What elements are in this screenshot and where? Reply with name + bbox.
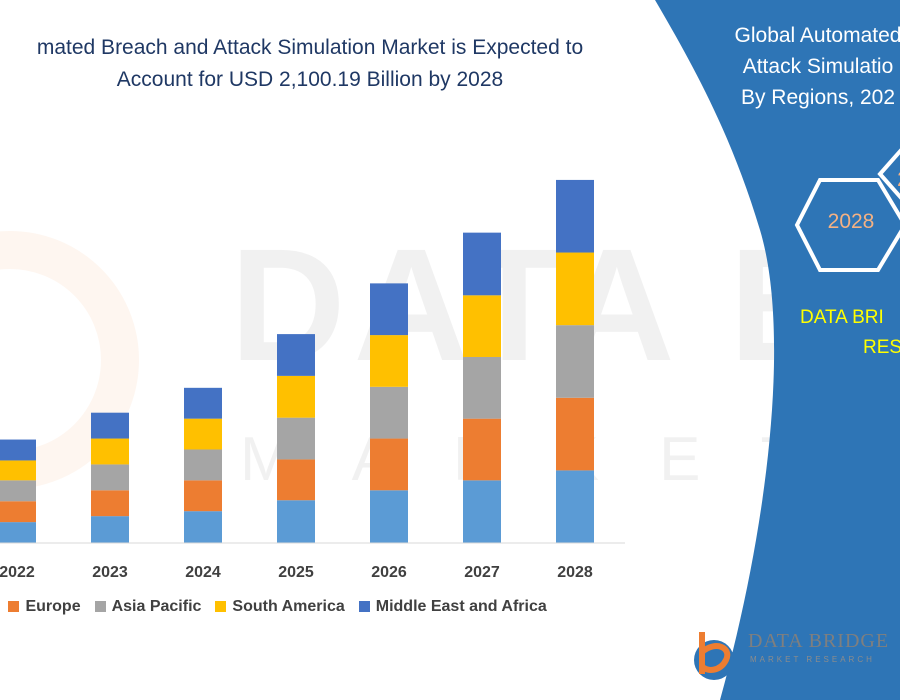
bar-segment-2023-3	[91, 464, 129, 491]
legend-swatch	[358, 601, 370, 612]
bar-segment-2027-2	[463, 418, 501, 481]
legend-swatch	[94, 601, 106, 612]
stacked-bar-chart: 2022 2023 2024 2025 2026 2027 2028	[0, 179, 625, 581]
legend-label: Europe	[25, 598, 81, 615]
x-tick-label: 2023	[92, 564, 128, 581]
bar-segment-2026-5	[370, 283, 408, 336]
x-tick-label: 2026	[371, 564, 407, 581]
bar-segment-2023-1	[91, 516, 129, 543]
x-tick-label: 2028	[557, 564, 593, 581]
bar-segment-2023-5	[91, 412, 129, 439]
panel-brand-line-2: RES	[863, 337, 900, 358]
bar-segment-2026-4	[370, 335, 408, 387]
bar-segment-2024-3	[184, 449, 222, 481]
x-tick-label: 2027	[464, 564, 500, 581]
panel-brand-line-1: DATA BRI	[800, 307, 884, 328]
bar-segment-2022-1	[0, 522, 36, 543]
bar-segment-2027-5	[463, 232, 501, 296]
bar-segment-2025-4	[277, 375, 315, 418]
bar-segment-2027-3	[463, 356, 501, 419]
legend-label: Asia Pacific	[111, 598, 202, 615]
bar-segment-2027-1	[463, 480, 501, 543]
legend-swatch	[215, 601, 227, 612]
legend-label: Middle East and Africa	[375, 598, 547, 615]
bar-segment-2024-5	[184, 387, 222, 419]
bar-segment-2025-1	[277, 500, 315, 543]
bar-segment-2022-3	[0, 480, 36, 502]
bar-segment-2025-3	[277, 417, 315, 460]
bar-segment-2028-3	[556, 325, 594, 398]
chart-title: mated Breach and Attack Simulation Marke…	[0, 32, 680, 96]
bar-segment-2025-5	[277, 334, 315, 376]
hexagon-partial-label: 2	[893, 168, 900, 192]
panel-title-line-2: Attack Simulatio	[742, 55, 894, 78]
bars-group	[0, 179, 594, 543]
bar-segment-2023-2	[91, 490, 129, 517]
logo-subtitle: MARKET RESEARCH	[750, 655, 875, 664]
bar-segment-2026-2	[370, 438, 408, 491]
logo-name: DATA BRIDGE	[748, 630, 890, 652]
panel-title: Global Automated Attack Simulatio By Reg…	[688, 20, 900, 113]
bar-segment-2022-5	[0, 439, 36, 461]
bar-segment-2028-5	[556, 179, 594, 253]
legend-item: South America	[215, 598, 345, 616]
panel-brand-text: DATA BRI RES	[800, 303, 900, 363]
x-axis-ticks: 2022 2023 2024 2025 2026 2027 2028	[0, 564, 593, 581]
x-tick-label: 2025	[278, 564, 314, 581]
bar-segment-2026-1	[370, 490, 408, 543]
chart-title-line-2: Account for USD 2,100.19 Billion by 2028	[116, 68, 504, 91]
panel-title-line-3: By Regions, 202	[740, 86, 896, 109]
panel-title-line-1: Global Automated	[734, 24, 900, 47]
legend-item: Middle East and Africa	[358, 598, 547, 616]
bar-segment-2022-4	[0, 460, 36, 481]
x-tick-label: 2024	[185, 564, 221, 581]
x-tick-label: 2022	[0, 564, 35, 581]
bar-segment-2024-2	[184, 480, 222, 512]
bar-segment-2026-3	[370, 386, 408, 439]
legend-item: Asia Pacific	[94, 598, 202, 616]
chart-title-line-1: mated Breach and Attack Simulation Marke…	[36, 36, 584, 59]
bar-segment-2025-2	[277, 459, 315, 501]
bar-segment-2028-2	[556, 397, 594, 471]
legend-item: Europe	[8, 598, 81, 616]
bar-segment-2023-4	[91, 438, 129, 465]
bar-segment-2028-4	[556, 252, 594, 326]
bar-segment-2027-4	[463, 295, 501, 357]
legend-label: South America	[232, 598, 345, 615]
data-bridge-logo-icon	[694, 632, 734, 680]
bar-segment-2022-2	[0, 501, 36, 523]
bar-segment-2024-1	[184, 511, 222, 543]
bar-segment-2024-4	[184, 418, 222, 450]
hexagon-year-label: 2028	[827, 210, 875, 233]
bar-segment-2028-1	[556, 470, 594, 543]
legend-swatch	[8, 601, 20, 612]
